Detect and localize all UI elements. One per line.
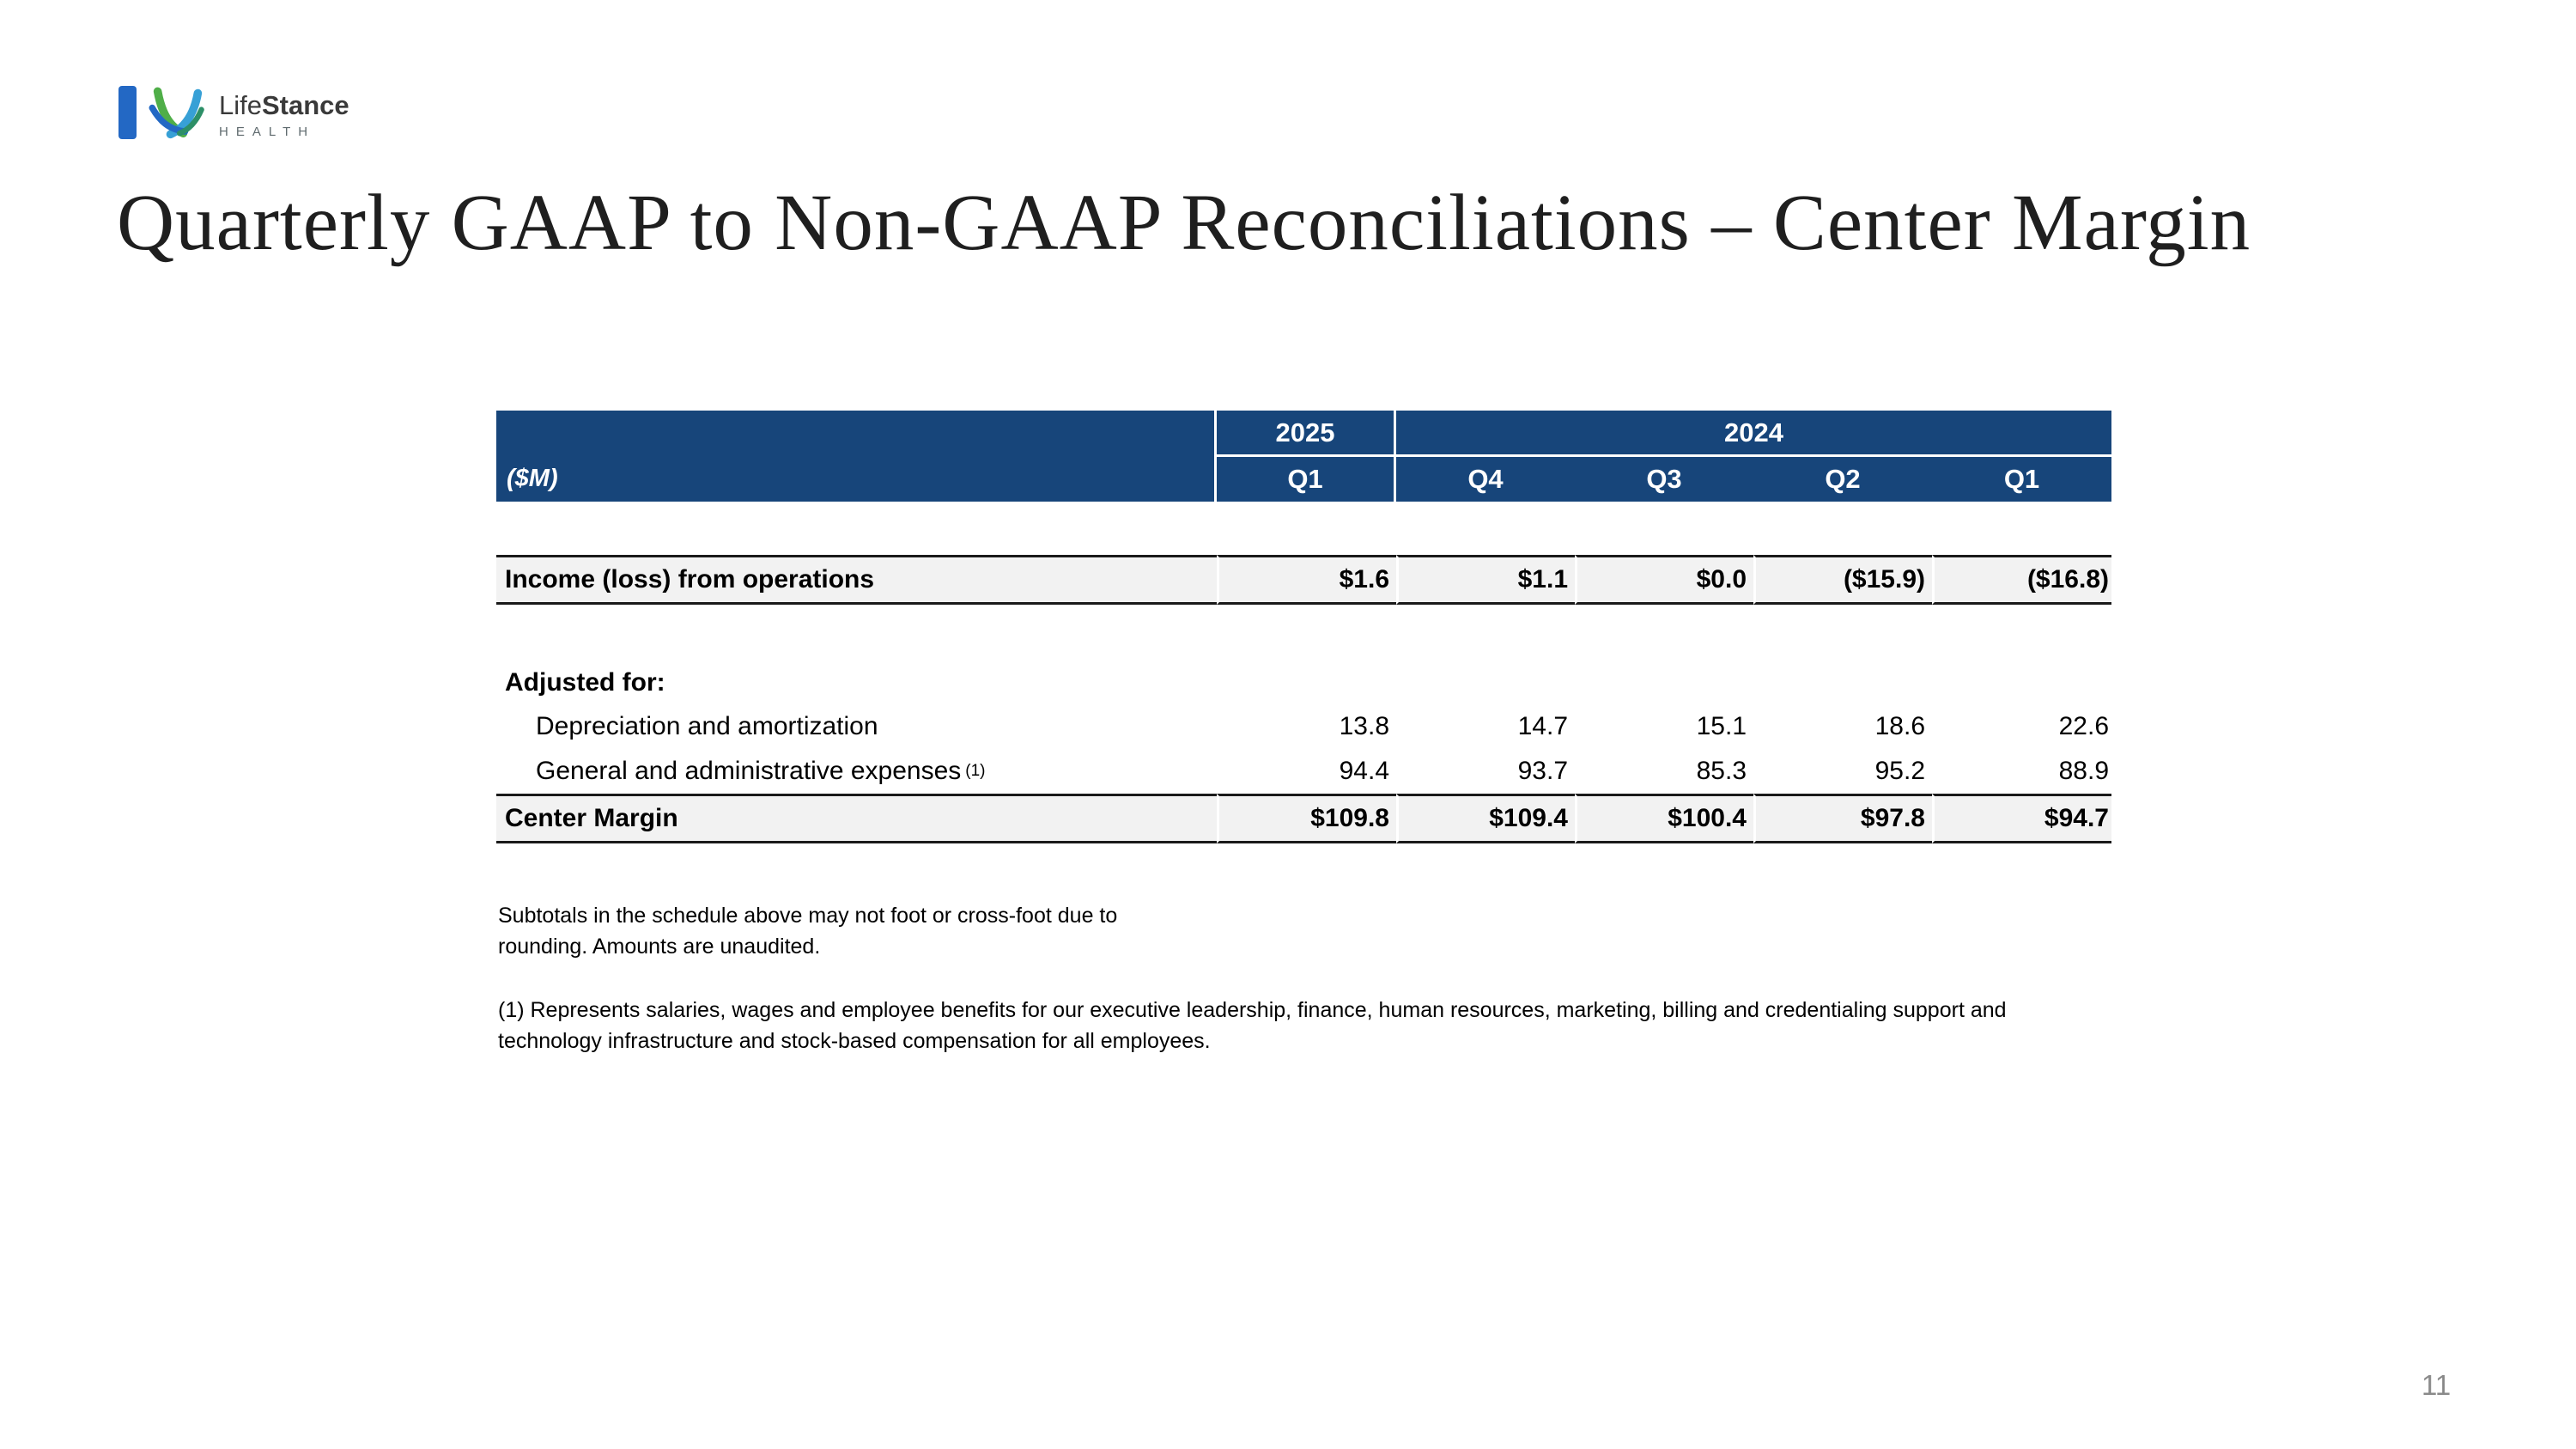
row-value: ($15.9): [1753, 555, 1932, 605]
logo-text: LifeStance HEALTH: [219, 90, 349, 139]
year-row: 2025 2024: [1217, 411, 2111, 457]
row-label: General and administrative expenses (1): [536, 757, 986, 785]
row-value: 13.8: [1339, 712, 1389, 740]
row-value: $109.4: [1396, 794, 1575, 843]
row-value: 22.6: [2058, 712, 2109, 740]
row-value: ($16.8): [1932, 555, 2111, 605]
row-label: Center Margin: [496, 794, 1217, 843]
page-number: 11: [2421, 1369, 2451, 1401]
brand-subtitle: HEALTH: [219, 125, 316, 139]
brand-name: LifeStance: [219, 90, 349, 120]
lifestance-logo: LifeStance HEALTH: [118, 86, 349, 144]
unit-label: ($M): [496, 411, 1217, 502]
row-value: 18.6: [1874, 712, 1925, 740]
row-value: $109.8: [1217, 794, 1396, 843]
row-value: 85.3: [1696, 757, 1747, 785]
row-value: 95.2: [1874, 757, 1925, 785]
table-row-general-admin: General and administrative expenses (1) 9…: [496, 749, 2111, 794]
quarter-header: Q1: [2003, 464, 2040, 494]
row-value: $100.4: [1575, 794, 1753, 843]
row-label: Depreciation and amortization: [536, 712, 878, 740]
lifestance-swirl-icon: [149, 87, 204, 139]
quarter-header: Q4: [1467, 464, 1504, 494]
brand-life: Life: [219, 90, 262, 120]
row-value: $97.8: [1753, 794, 1932, 843]
row-value: 15.1: [1696, 712, 1747, 740]
row-value: 88.9: [2058, 757, 2109, 785]
row-value: $0.0: [1575, 555, 1753, 605]
page-title: Quarterly GAAP to Non-GAAP Reconciliatio…: [117, 179, 2251, 267]
quarter-header: Q3: [1646, 464, 1682, 494]
row-value: $1.1: [1396, 555, 1575, 605]
footnote-rounding: Subtotals in the schedule above may not …: [498, 904, 1118, 959]
year-2024: 2024: [1724, 417, 1783, 447]
quarter-header: Q2: [1825, 464, 1861, 494]
header-periods: 2025 2024 Q1 Q4 Q3 Q2 Q1: [1217, 411, 2111, 502]
logo-bar-icon: [118, 86, 137, 139]
table-row-depreciation: Depreciation and amortization 13.8 14.7 …: [496, 704, 2111, 749]
row-label: Income (loss) from operations: [496, 555, 1217, 605]
year-2025: 2025: [1217, 411, 1396, 454]
row-value: 14.7: [1517, 712, 1568, 740]
row-label-text: General and administrative expenses: [536, 757, 962, 785]
row-value: 94.4: [1339, 757, 1389, 785]
quarter-row: Q1 Q4 Q3 Q2 Q1: [1217, 457, 2111, 502]
table-row-income-loss: Income (loss) from operations $1.6 $1.1 …: [496, 555, 2111, 605]
reconciliation-table: ($M) 2025 2024 Q1 Q4 Q3 Q2 Q1 Income (lo…: [496, 411, 2111, 843]
table-row-center-margin: Center Margin $109.8 $109.4 $100.4 $97.8…: [496, 794, 2111, 843]
row-value: $94.7: [1932, 794, 2111, 843]
table-header: ($M) 2025 2024 Q1 Q4 Q3 Q2 Q1: [496, 411, 2111, 502]
quarter-header: Q1: [1217, 457, 1396, 502]
table-row-adjusted-for: Adjusted for:: [496, 661, 2111, 704]
section-label: Adjusted for:: [505, 668, 665, 697]
brand-stance: Stance: [261, 90, 349, 120]
row-value: $1.6: [1217, 555, 1396, 605]
footnote-1: (1) Represents salaries, wages and emplo…: [498, 998, 2007, 1053]
row-value: 93.7: [1517, 757, 1568, 785]
